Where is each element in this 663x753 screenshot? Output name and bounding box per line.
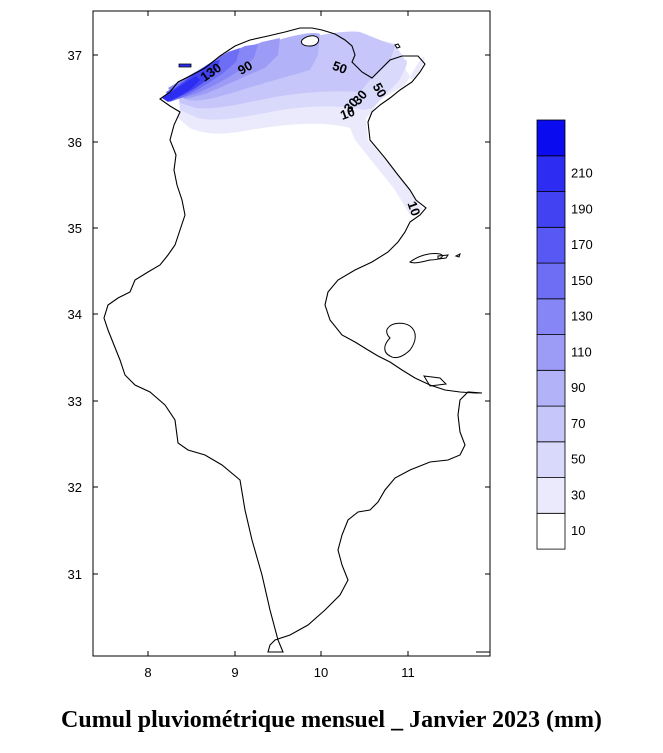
x-tick-label: 9: [231, 665, 238, 680]
kerkennah-islands: [409, 253, 461, 264]
legend-swatch: [536, 512, 566, 550]
y-tick-label: 34: [68, 307, 82, 322]
contour-label: 50: [370, 80, 390, 100]
island-kerkennah-1: [409, 253, 443, 264]
y-tick-labels: 37 36 35 34 33 32 31: [68, 48, 82, 582]
legend-label: 30: [571, 487, 585, 502]
contour-label: 10: [338, 104, 357, 123]
x-tick-labels: 8 9 10 11: [144, 665, 414, 680]
axis-ticks: [93, 11, 490, 656]
legend-swatch: [536, 441, 566, 478]
color-legend: 10 30 50 70 90 110 130 150 170 190 210: [536, 119, 593, 550]
legend-swatch: [536, 155, 566, 193]
tunisia-outline: [103, 27, 483, 653]
legend-label: 150: [571, 273, 593, 288]
legend-swatch: [536, 119, 566, 157]
y-tick-label: 32: [68, 480, 82, 495]
legend-swatch: [536, 226, 566, 264]
legend-swatch: [536, 405, 566, 443]
plot-frame: [92, 10, 491, 657]
legend-label: 210: [571, 166, 593, 181]
legend-swatch: [536, 334, 566, 371]
legend-label: 70: [571, 416, 585, 431]
legend-label: 190: [571, 201, 593, 216]
x-tick-label: 11: [401, 665, 415, 680]
island-djerba: [384, 322, 416, 359]
legend-swatch: [536, 477, 566, 514]
island-djerba-tail: [423, 375, 448, 387]
island-kerkennah-2: [437, 254, 450, 260]
island-zembra: [394, 43, 401, 49]
island-kerkennah-3: [454, 253, 461, 258]
legend-label: 10: [571, 523, 585, 538]
legend-swatch: [536, 262, 566, 300]
lake-bizerte-small: [178, 63, 192, 68]
y-tick-label: 36: [68, 135, 82, 150]
legend-label: 170: [571, 237, 593, 252]
legend-label: 90: [571, 380, 585, 395]
x-tick-label: 10: [314, 665, 328, 680]
lake-ichkeul: [301, 35, 319, 47]
legend-swatch: [536, 191, 566, 228]
y-tick-label: 33: [68, 394, 82, 409]
legend-swatch: [536, 298, 566, 335]
map-caption: Cumul pluviométrique mensuel _ Janvier 2…: [61, 707, 602, 733]
legend-label: 110: [571, 344, 592, 359]
legend-swatch: [536, 369, 566, 407]
contour-label: 50: [330, 58, 349, 77]
y-tick-label: 31: [68, 567, 82, 582]
legend-label: 50: [571, 452, 585, 467]
legend-label: 130: [571, 309, 593, 324]
x-tick-label: 8: [144, 665, 151, 680]
y-tick-label: 35: [68, 221, 82, 236]
rainfall-bands: [162, 31, 425, 215]
band-190-210: [162, 76, 200, 102]
contour-label: 10: [404, 199, 423, 218]
y-tick-label: 37: [68, 48, 82, 63]
contour-label: 90: [235, 58, 255, 78]
